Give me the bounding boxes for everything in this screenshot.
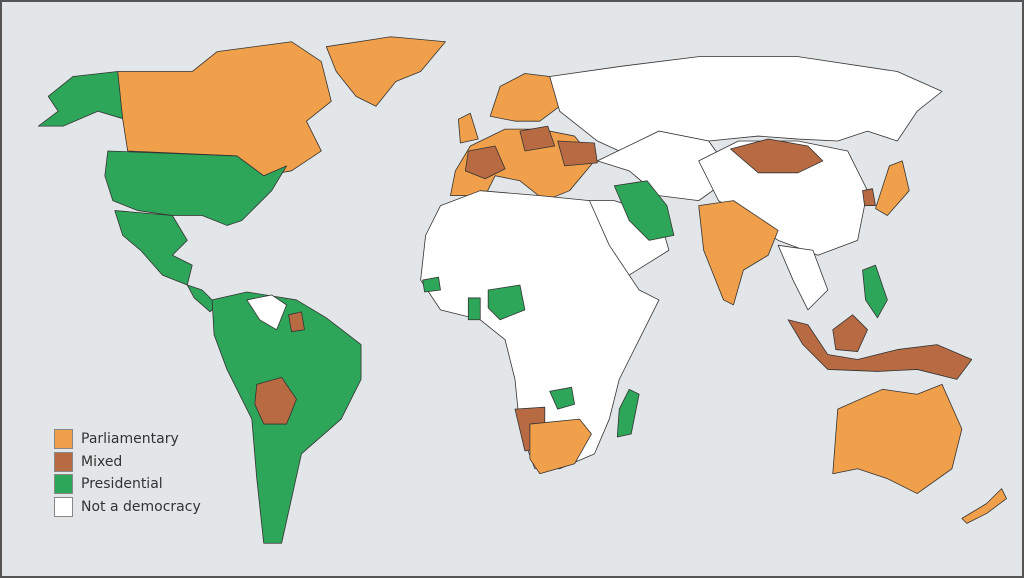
- region-west-africa-1: [422, 276, 441, 293]
- region-russia: [549, 56, 943, 152]
- legend-item-presidential: Presidential: [54, 473, 201, 496]
- legend-label: Mixed: [81, 453, 123, 470]
- region-south-africa: [529, 418, 592, 475]
- legend-swatch-not-a-democracy: [54, 496, 73, 517]
- region-guyana: [288, 311, 305, 333]
- region-africa: [420, 190, 660, 470]
- region-venezuela: [246, 294, 287, 331]
- legend-label: Not a democracy: [81, 498, 201, 515]
- region-greenland: [325, 36, 446, 107]
- region-japan: [875, 160, 910, 216]
- region-korea: [862, 188, 876, 206]
- legend-label: Parliamentary: [81, 431, 179, 448]
- legend: Parliamentary Mixed Presidential Not a d…: [54, 428, 201, 518]
- region-new-zealand: [961, 488, 1007, 524]
- region-australia: [832, 383, 963, 494]
- region-nigeria: [487, 284, 526, 321]
- legend-item-not-a-democracy: Not a democracy: [54, 496, 201, 519]
- region-alaska: [37, 71, 126, 127]
- region-usa: [104, 150, 287, 226]
- region-iran: [613, 180, 675, 241]
- region-borneo: [832, 314, 868, 352]
- region-madagascar: [616, 388, 640, 438]
- region-france: [464, 145, 506, 180]
- legend-swatch-presidential: [54, 474, 73, 495]
- region-ghana: [467, 297, 481, 321]
- region-india: [698, 200, 779, 306]
- legend-swatch-parliamentary: [54, 429, 73, 450]
- region-ukraine: [557, 140, 598, 167]
- region-bolivia: [254, 376, 297, 425]
- legend-item-parliamentary: Parliamentary: [54, 428, 201, 451]
- region-poland: [519, 125, 556, 152]
- region-zambia: [549, 386, 575, 410]
- legend-swatch-mixed: [54, 451, 73, 472]
- region-southeast-asia: [777, 244, 829, 311]
- region-uk: [457, 112, 479, 144]
- legend-label: Presidential: [81, 476, 163, 493]
- region-canada: [117, 41, 332, 177]
- region-philippines: [862, 264, 888, 319]
- region-scandinavia: [489, 73, 561, 122]
- legend-item-mixed: Mixed: [54, 451, 201, 474]
- region-mexico: [114, 210, 193, 286]
- region-mongolia: [730, 138, 824, 174]
- region-indonesia: [787, 319, 973, 380]
